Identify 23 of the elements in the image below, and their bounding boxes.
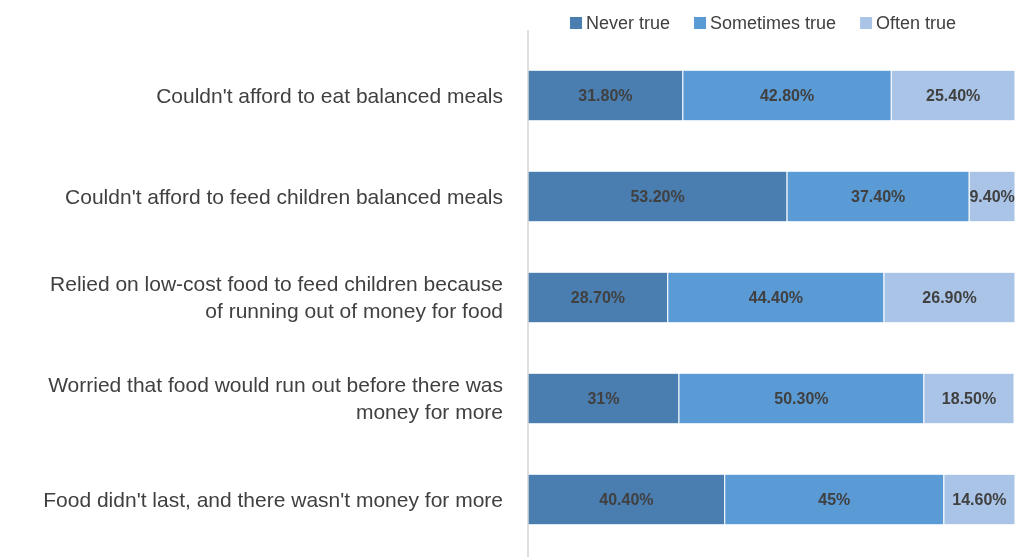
y-tick-label: Couldn't afford to eat balanced meals — [156, 83, 503, 107]
y-tick-label: Food didn't last, and there wasn't money for more — [43, 487, 503, 511]
y-tick-label: Worried that food would run out before there was money for more — [48, 373, 503, 424]
legend-label: Never true — [586, 13, 671, 34]
data-label: 37.40% — [851, 188, 906, 206]
data-label: 18.50% — [941, 390, 997, 408]
data-label: 53.20% — [630, 188, 685, 206]
y-tick-label: Relied on low-cost food to feed children because of running out of money for food — [50, 272, 503, 323]
data-label: 45% — [818, 491, 851, 509]
data-label: 31% — [587, 390, 620, 408]
data-label: 26.90% — [922, 289, 977, 307]
legend-label: Often true — [876, 13, 957, 34]
data-label: 50.30% — [774, 390, 829, 408]
data-label: 25.40% — [926, 87, 981, 105]
data-label: 40.40% — [599, 491, 654, 509]
legend-label: Sometimes true — [710, 13, 837, 34]
data-label: 9.40% — [969, 188, 1015, 206]
data-label: 28.70% — [570, 289, 626, 307]
data-label: 31.80% — [578, 87, 633, 105]
y-tick-label: Couldn't afford to feed children balanced meals — [65, 184, 503, 208]
data-label: 42.80% — [759, 87, 815, 105]
data-label: 44.40% — [748, 289, 804, 307]
data-label: 14.60% — [952, 491, 1007, 509]
